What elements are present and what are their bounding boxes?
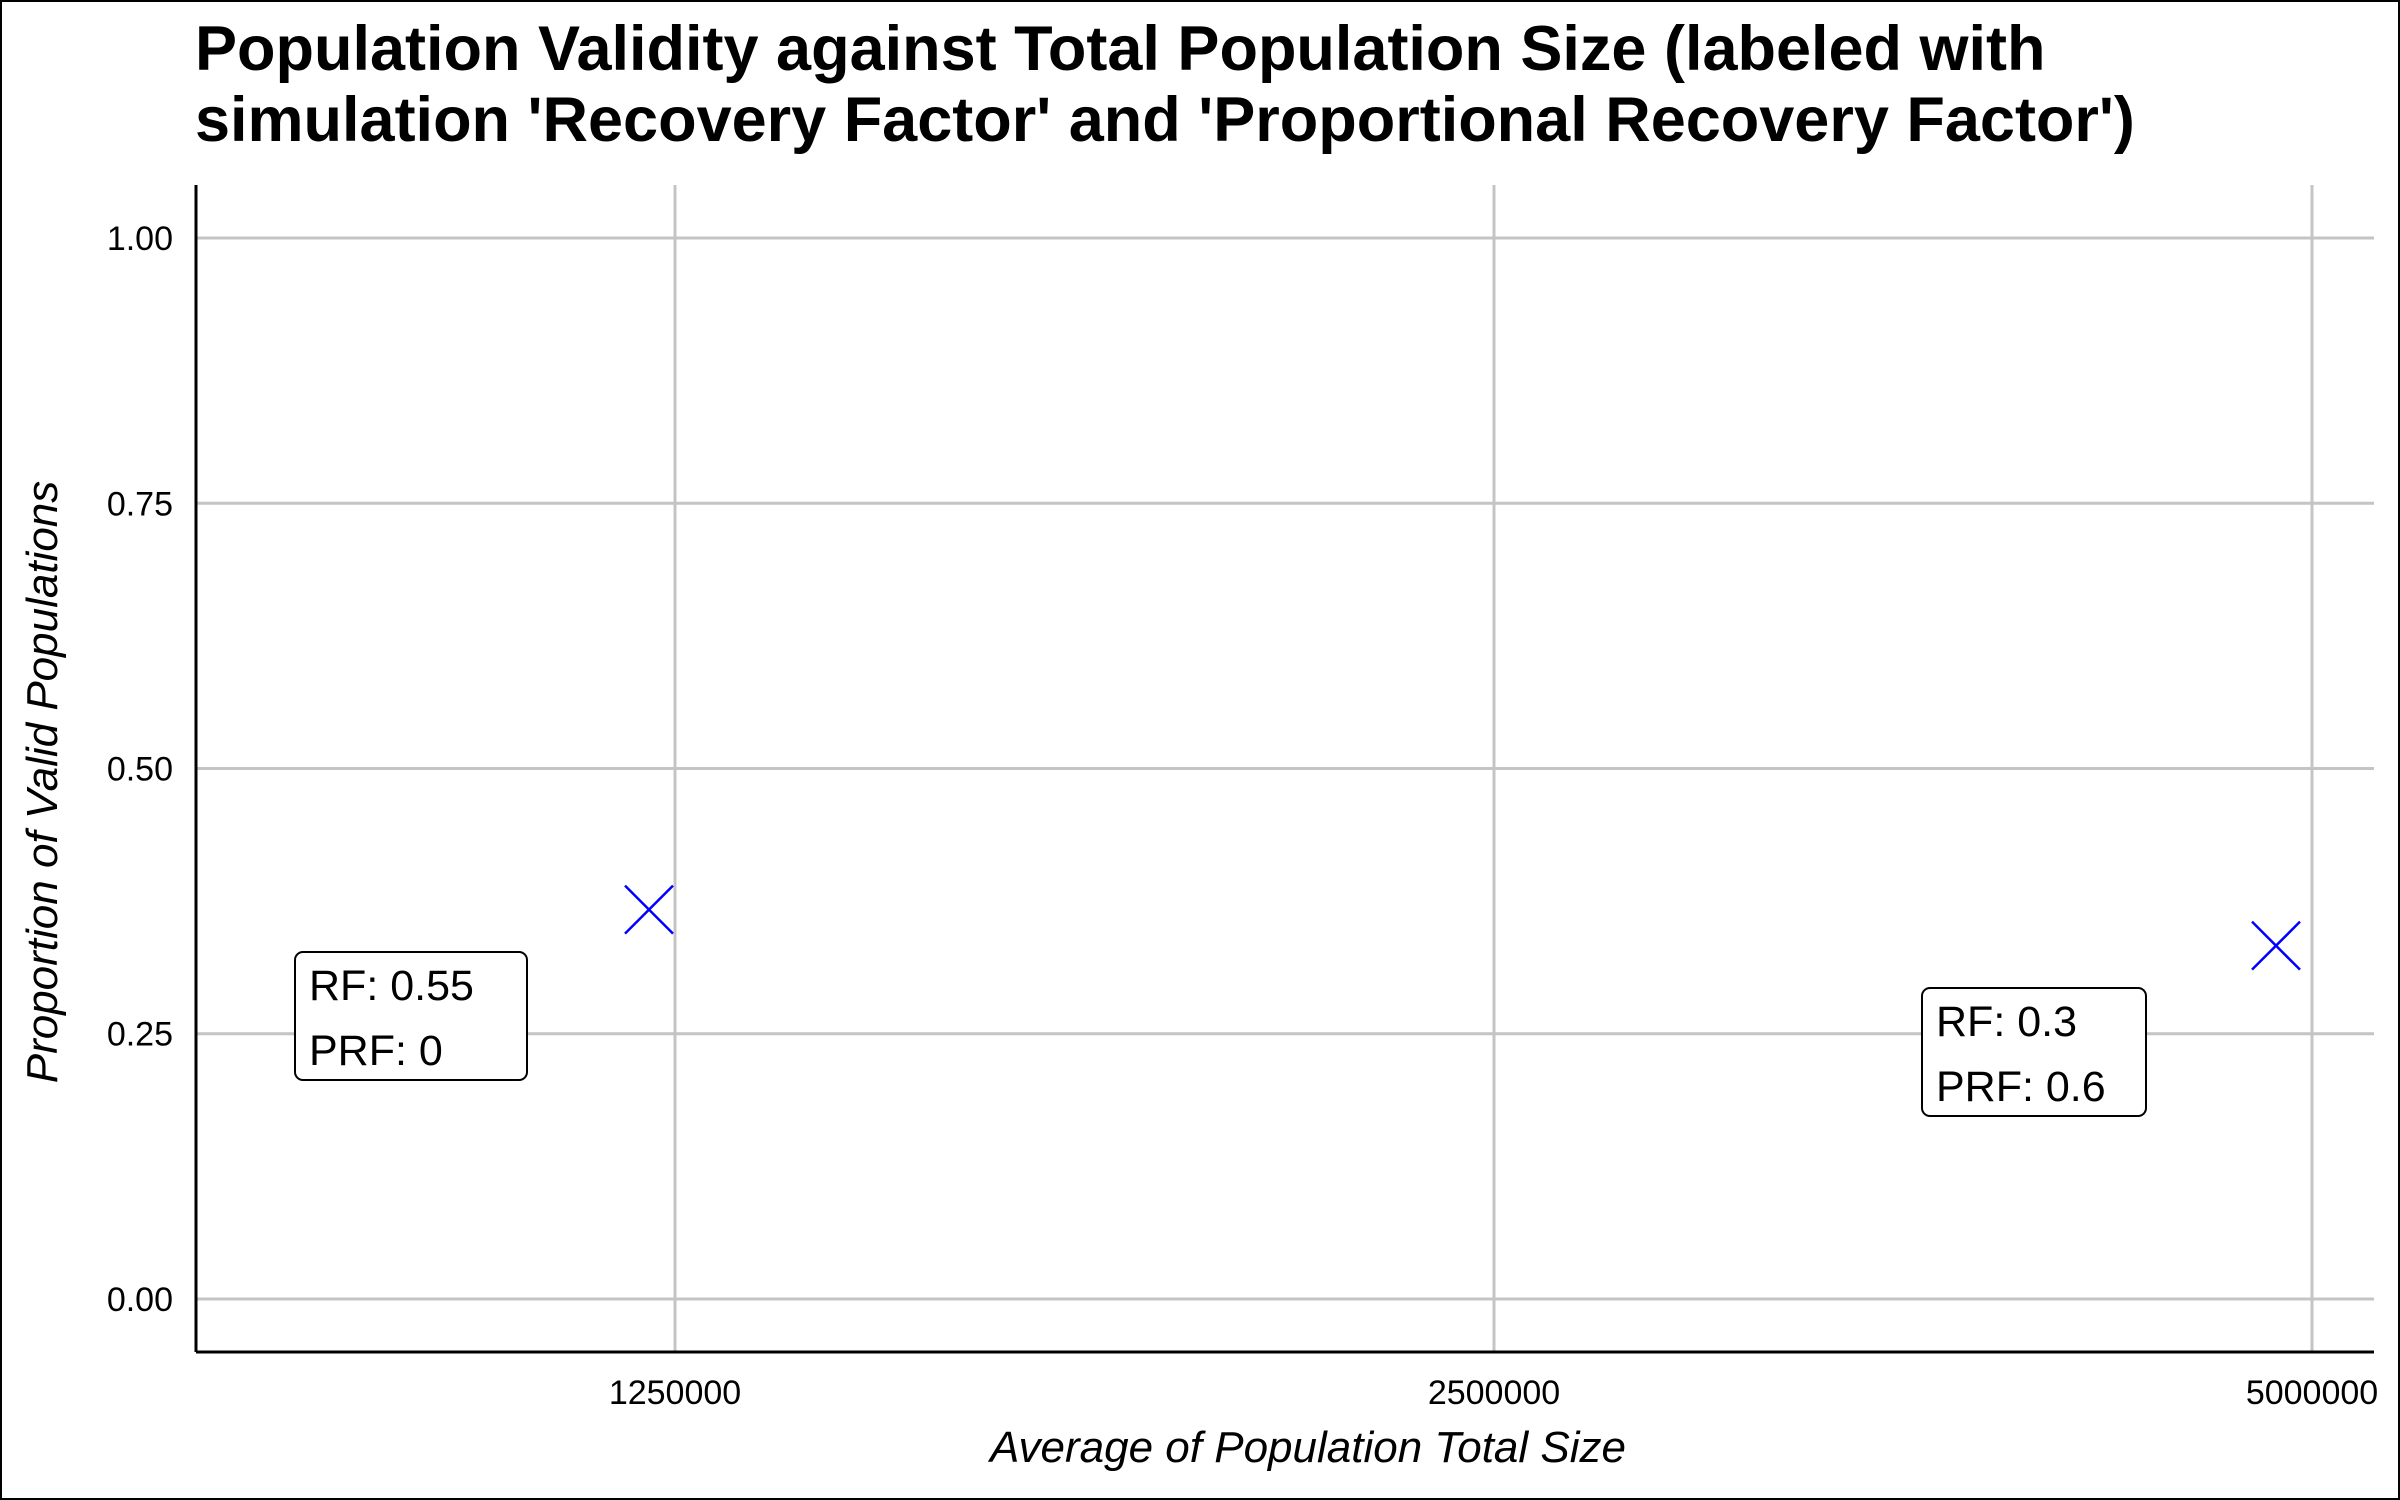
y-tick-label: 0.00 <box>107 1281 173 1319</box>
label-box-border <box>1921 987 2147 1117</box>
chart-title: Population Validity against Total Popula… <box>195 14 2135 155</box>
y-tick-label: 0.50 <box>107 751 173 789</box>
y-axis-title: Proportion of Valid Populations <box>18 481 67 1084</box>
data-point <box>624 884 674 935</box>
rf-label: RF: 0.55 <box>309 962 474 1010</box>
x-axis-title: Average of Population Total Size <box>987 1423 1626 1472</box>
rf-label: RF: 0.3 <box>1936 998 2077 1046</box>
data-point-stroke <box>624 884 674 935</box>
point-label-box: RF: 0.3 PRF: 0.6 <box>1921 987 2147 1117</box>
x-tick-label: 2500000 <box>1428 1374 1560 1412</box>
data-point <box>2251 920 2301 971</box>
y-tick-label: 1.00 <box>107 220 173 258</box>
prf-label: PRF: 0.6 <box>1936 1063 2106 1111</box>
y-tick-label: 0.75 <box>107 485 173 523</box>
prf-label: PRF: 0 <box>309 1027 443 1075</box>
point-label-box: RF: 0.55 PRF: 0 <box>294 951 528 1081</box>
x-tick-label: 1250000 <box>609 1374 741 1412</box>
x-tick-label: 5000000 <box>2246 1374 2378 1412</box>
data-point-stroke <box>2251 920 2301 971</box>
label-box-border <box>294 951 528 1081</box>
y-tick-label: 0.25 <box>107 1016 173 1054</box>
